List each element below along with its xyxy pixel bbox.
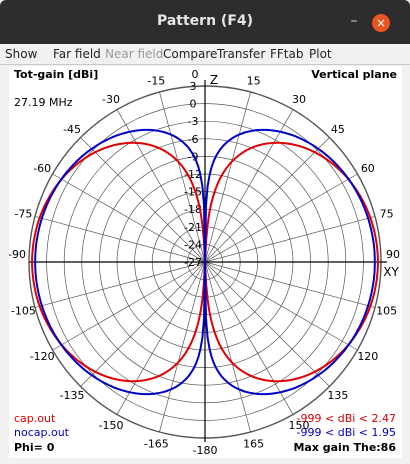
grid-spoke bbox=[204, 91, 251, 263]
title-bar: Pattern (F4) – × bbox=[0, 0, 410, 44]
angle-tick-label: 30 bbox=[292, 93, 306, 106]
legend-cap-name: cap.out bbox=[14, 412, 56, 425]
angle-tick-label: -30 bbox=[102, 93, 120, 106]
radial-tick-label: -24 bbox=[184, 238, 202, 251]
legend-nocap-range: -999 < dBi < 1.95 bbox=[296, 426, 396, 439]
angle-tick-label: -75 bbox=[14, 207, 32, 220]
grid-spoke bbox=[116, 109, 206, 263]
y-axis-label: Tot-gain [dBi] bbox=[14, 68, 99, 81]
angle-tick-label: 105 bbox=[376, 305, 397, 318]
angle-tick-label: 45 bbox=[331, 123, 345, 136]
radial-tick-label: -6 bbox=[188, 133, 199, 146]
polar-chart[interactable]: 0 153045607590105120135150165-180-165-150… bbox=[8, 66, 402, 458]
menu-show[interactable]: Show bbox=[5, 47, 38, 61]
max-gain-label: Max gain The:86 bbox=[293, 441, 396, 454]
grid-spoke bbox=[80, 261, 206, 387]
grid-spoke bbox=[204, 109, 294, 263]
radial-tick-label: -18 bbox=[184, 203, 202, 216]
close-button[interactable]: × bbox=[372, 14, 390, 32]
grid-spoke bbox=[204, 137, 330, 263]
grid-spoke bbox=[204, 261, 330, 387]
menu-near-field: Near field bbox=[105, 47, 164, 61]
grid-spoke bbox=[204, 261, 376, 308]
angle-tick-label: -90 bbox=[9, 248, 26, 261]
frequency-label: 27.19 MHz bbox=[14, 96, 73, 109]
phi-label: Phi= 0 bbox=[14, 441, 55, 454]
xy-axis-label: XY bbox=[383, 265, 399, 279]
angle-tick-label: 75 bbox=[380, 207, 394, 220]
grid-spoke bbox=[52, 261, 206, 351]
angle-tick-label: 15 bbox=[247, 74, 261, 87]
legend-nocap-name: nocap.out bbox=[14, 426, 69, 439]
grid-spoke bbox=[159, 261, 206, 433]
minimize-button[interactable]: – bbox=[350, 13, 358, 29]
menu-transfer[interactable]: Transfer bbox=[217, 47, 266, 61]
plot-area: 0 15 30 45 60 75 90 105 120 135 150 165 -180 -165 -150… bbox=[8, 66, 402, 458]
menu-bar: Show Far field Near field Compare Transf… bbox=[0, 44, 410, 65]
angle-tick-label: 120 bbox=[357, 350, 378, 363]
angle-tick-label: 150 bbox=[289, 419, 310, 432]
angle-tick-label: 90 bbox=[386, 248, 400, 261]
angle-tick-label: -150 bbox=[99, 419, 124, 432]
angle-tick-label: -120 bbox=[30, 350, 55, 363]
plane-label: Vertical plane bbox=[311, 68, 397, 81]
radial-tick-label: -27 bbox=[184, 256, 202, 269]
angle-tick-label: 165 bbox=[243, 438, 264, 451]
grid-spoke bbox=[34, 261, 206, 308]
radial-tick-label: -9 bbox=[188, 150, 199, 163]
grid-spoke bbox=[204, 173, 358, 263]
angle-tick-label: -135 bbox=[60, 389, 85, 402]
grid-spoke bbox=[204, 216, 376, 263]
grid-spoke bbox=[34, 216, 206, 263]
grid-spoke bbox=[52, 173, 206, 263]
nocap-pattern-line bbox=[34, 128, 376, 396]
z-axis-label: Z bbox=[210, 73, 218, 87]
grid-spoke bbox=[80, 137, 206, 263]
menu-plot[interactable]: Plot bbox=[309, 47, 332, 61]
grid-spoke bbox=[204, 261, 294, 415]
angle-tick-label: -105 bbox=[11, 305, 36, 318]
angle-tick-label: -165 bbox=[144, 438, 169, 451]
grid-spoke bbox=[159, 91, 206, 263]
angle-tick-label: 0 bbox=[192, 68, 199, 81]
grid-spoke bbox=[116, 261, 206, 415]
angle-tick-label: -180 bbox=[193, 444, 218, 457]
legend-cap-range: -999 < dBi < 2.47 bbox=[296, 412, 396, 425]
radial-tick-label: 3 bbox=[190, 80, 197, 93]
menu-fftab[interactable]: FFtab bbox=[270, 47, 304, 61]
angle-tick-label: -45 bbox=[63, 123, 81, 136]
angle-tick-label: 135 bbox=[327, 389, 348, 402]
menu-far-field[interactable]: Far field bbox=[53, 47, 101, 61]
angle-tick-label: -60 bbox=[33, 162, 51, 175]
grid-spoke bbox=[204, 261, 251, 433]
grid-spoke bbox=[204, 261, 358, 351]
angle-tick-label: 60 bbox=[361, 162, 375, 175]
window-title: Pattern (F4) bbox=[156, 13, 254, 29]
radial-tick-label: 0 bbox=[190, 98, 197, 111]
angle-tick-label: -15 bbox=[147, 74, 165, 87]
radial-tick-label: -21 bbox=[184, 221, 202, 234]
menu-compare[interactable]: Compare bbox=[163, 47, 218, 61]
radial-tick-label: -3 bbox=[188, 115, 199, 128]
